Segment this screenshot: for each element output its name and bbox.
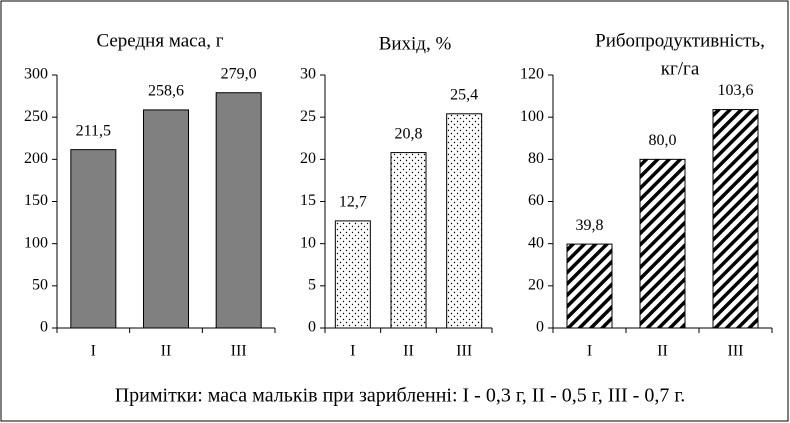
bar: [334, 220, 371, 329]
y-tick-label: 0: [40, 319, 48, 336]
y-tick-label: 20: [528, 277, 544, 294]
value-label: 20,8: [395, 125, 423, 142]
y-tick-label: 25: [300, 108, 316, 125]
y-tick-label: 80: [528, 150, 544, 167]
value-label: 12,7: [339, 194, 367, 211]
chart-title: кг/га: [661, 58, 700, 79]
y-tick-label: 250: [24, 108, 48, 125]
y-tick-label: 30: [300, 66, 316, 83]
x-tick-label: I: [587, 343, 592, 360]
value-label: 279,0: [221, 65, 257, 82]
y-tick-label: 100: [520, 108, 544, 125]
y-tick-label: 120: [520, 66, 544, 83]
x-tick-label: III: [456, 343, 472, 360]
y-tick-label: 40: [528, 234, 544, 251]
y-tick-label: 50: [32, 277, 48, 294]
x-tick-label: II: [403, 343, 414, 360]
bar: [390, 152, 427, 329]
note: Примітки: маса мальків при зарибленні: I…: [115, 385, 686, 407]
bar: [70, 149, 117, 329]
value-label: 80,0: [649, 132, 677, 149]
y-tick-label: 0: [308, 319, 316, 336]
value-label: 211,5: [76, 122, 111, 139]
x-tick-label: III: [231, 343, 247, 360]
y-tick-label: 200: [24, 150, 48, 167]
value-label: 258,6: [148, 83, 184, 100]
bar: [143, 109, 189, 329]
y-tick-label: 60: [528, 192, 544, 209]
y-tick-label: 100: [24, 234, 48, 251]
x-tick-label: II: [657, 343, 668, 360]
bar: [446, 113, 483, 329]
value-label: 25,4: [450, 86, 478, 103]
chart-title: Вихід, %: [379, 33, 452, 54]
chart-title: Середня маса, г: [96, 30, 223, 51]
x-tick-label: I: [350, 343, 355, 360]
y-tick-label: 5: [308, 277, 316, 294]
y-tick-label: 300: [24, 66, 48, 83]
x-tick-label: I: [91, 343, 96, 360]
y-tick-label: 15: [300, 192, 316, 209]
x-tick-label: III: [728, 343, 744, 360]
bar: [215, 92, 262, 329]
y-tick-label: 20: [300, 150, 316, 167]
bar: [566, 243, 613, 329]
y-tick-label: 150: [24, 192, 48, 209]
bar: [712, 109, 759, 329]
value-label: 103,6: [718, 82, 754, 99]
bar: [639, 158, 686, 329]
y-tick-label: 0: [536, 319, 544, 336]
chart-title: Рибопродуктивність,: [595, 30, 765, 51]
value-label: 39,8: [576, 217, 604, 234]
y-tick-label: 10: [300, 234, 316, 251]
x-tick-label: II: [161, 343, 172, 360]
